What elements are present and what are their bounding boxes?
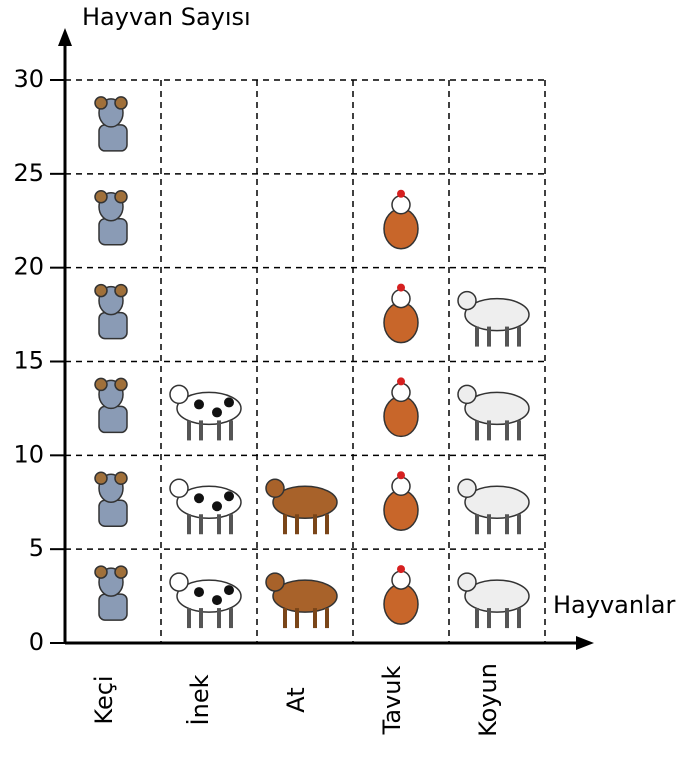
icon-body	[98, 218, 128, 246]
icon-spot	[212, 501, 222, 512]
icon-horn	[114, 96, 128, 110]
icon-body	[464, 579, 530, 613]
icon-horn	[114, 377, 128, 392]
icon-body	[98, 499, 128, 527]
icon-body	[98, 311, 128, 340]
icon-horn	[94, 96, 108, 110]
pictogram-column	[383, 189, 419, 625]
icon-head	[457, 384, 477, 405]
y-tick-label: 20	[13, 253, 44, 281]
icon-head	[457, 572, 477, 592]
icon-body	[383, 301, 419, 344]
icon-body	[464, 297, 530, 332]
x-axis-label: Hayvanlar	[553, 591, 675, 619]
icon-spot	[224, 397, 234, 408]
icon-spot	[194, 399, 204, 410]
icon-spot	[224, 585, 234, 596]
icon-horn	[114, 283, 128, 298]
pictogram-column	[169, 384, 242, 629]
icon-body	[383, 208, 419, 250]
icon-body	[272, 579, 338, 613]
icon-head	[169, 478, 189, 498]
icon-spot	[194, 587, 204, 598]
icon-comb	[397, 189, 405, 198]
x-tick-label: Koyun	[474, 663, 502, 737]
icon-body	[383, 395, 419, 438]
icon-comb	[397, 377, 405, 386]
x-tick-label: Tavuk	[378, 666, 406, 736]
x-tick-label: İnek	[185, 674, 214, 725]
icon-head	[457, 478, 477, 498]
icon-horn	[114, 471, 128, 485]
icon-body	[98, 405, 128, 434]
icon-body	[272, 485, 338, 519]
x-tick-label: At	[282, 687, 310, 712]
y-tick-label: 30	[13, 65, 44, 93]
icon-head	[457, 290, 477, 311]
icon-head	[169, 572, 189, 592]
icon-horn	[114, 565, 128, 579]
pictogram-column	[94, 96, 128, 621]
icon-spot	[224, 491, 234, 502]
icon-comb	[397, 283, 405, 292]
icon-horn	[94, 565, 108, 579]
icon-head	[265, 572, 285, 592]
icon-spot	[194, 493, 204, 504]
icon-horn	[94, 471, 108, 485]
y-tick-label: 0	[29, 628, 44, 656]
y-axis-arrow	[58, 28, 72, 46]
icon-horn	[94, 283, 108, 298]
icon-head	[391, 570, 411, 590]
icon-head	[391, 195, 411, 215]
icon-body	[383, 583, 419, 625]
x-axis-arrow	[576, 636, 594, 650]
y-tick-label: 5	[29, 534, 44, 562]
icon-spot	[212, 407, 222, 418]
pictogram-column	[457, 290, 530, 629]
y-tick-label: 10	[13, 440, 44, 468]
icon-body	[464, 485, 530, 519]
icon-body	[464, 391, 530, 426]
icon-head	[265, 478, 285, 498]
icon-head	[391, 476, 411, 496]
icon-head	[391, 382, 411, 403]
y-axis-label: Hayvan Sayısı	[82, 3, 251, 31]
y-tick-label: 25	[13, 159, 44, 187]
icon-head	[391, 288, 411, 309]
y-tick-label: 15	[13, 347, 44, 375]
icon-body	[98, 593, 128, 621]
icon-body	[383, 489, 419, 531]
icon-body	[98, 124, 128, 152]
icon-head	[169, 384, 189, 405]
icon-spot	[212, 595, 222, 606]
x-tick-label: Keçi	[90, 675, 118, 724]
icon-comb	[397, 471, 405, 480]
pictogram-column	[265, 478, 338, 629]
icon-comb	[397, 565, 405, 574]
icon-horn	[94, 190, 108, 204]
icon-horn	[114, 190, 128, 204]
icon-horn	[94, 377, 108, 392]
